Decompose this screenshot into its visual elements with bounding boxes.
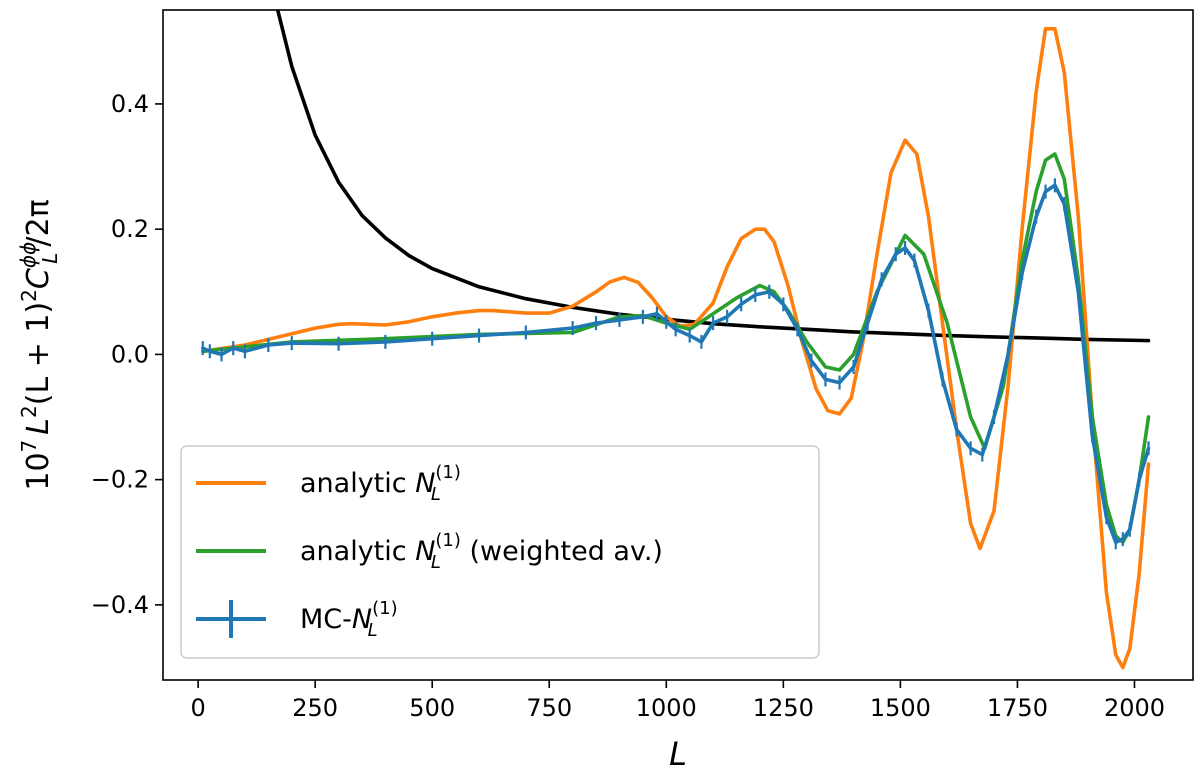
legend-prefix: analytic — [300, 536, 415, 567]
x-tick-label: 1000 — [636, 694, 697, 722]
x-tick-label: 0 — [190, 694, 205, 722]
y-label-sq-2: 2 — [17, 289, 41, 302]
y-tick-label: 0.2 — [111, 215, 149, 243]
y-tick-label: 0.0 — [111, 340, 149, 368]
y-label-L: L — [21, 418, 56, 435]
legend-box — [180, 445, 820, 659]
legend-suffix: (weighted av.) — [461, 536, 663, 567]
x-tick-label: 1250 — [753, 694, 814, 722]
x-tick-label: 2000 — [1104, 694, 1165, 722]
mc-errorbars — [201, 178, 1150, 550]
x-axis-label: L — [669, 735, 687, 772]
legend-sub: L — [431, 552, 441, 573]
legend-sup: (1) — [435, 530, 461, 551]
y-label-C-sup: ϕϕ — [16, 242, 40, 268]
legend-prefix: analytic — [300, 468, 415, 499]
legend-sub: L — [368, 620, 378, 641]
y-label-mid: (L + 1) — [21, 302, 56, 405]
y-label-tail: /2π — [21, 199, 56, 246]
legend-sub: L — [431, 484, 441, 505]
x-axis-ticks: 0 250 500 750 1000 1250 1500 1750 2000 — [190, 680, 1165, 722]
legend-N: N — [352, 604, 372, 635]
y-label-sq: 2 — [17, 405, 41, 418]
y-label-C-sub: L — [38, 253, 62, 264]
legend-label-mc: MC-N(1) L — [300, 598, 398, 641]
y-axis-label: 107L2(L + 1)2CϕϕL/2π — [16, 199, 62, 490]
legend-N: N — [415, 536, 435, 567]
legend-prefix: MC- — [300, 604, 352, 635]
series-line-analytic — [201, 27, 1151, 670]
legend: analytic N(1) L analytic N(1) L (weighted … — [180, 445, 820, 659]
legend-entry-mc: MC-N(1) L — [196, 598, 398, 641]
legend-entry-analytic: analytic N(1) L — [196, 462, 461, 505]
legend-label-analytic: analytic N(1) L — [300, 462, 461, 505]
legend-N: N — [415, 468, 435, 499]
y-axis-ticks: −0.4 −0.2 0.0 0.2 0.4 — [91, 90, 163, 619]
y-label-C: C — [21, 268, 56, 289]
x-tick-label: 1750 — [987, 694, 1048, 722]
y-label-exp: 7 — [17, 440, 41, 453]
y-tick-label: −0.4 — [91, 591, 149, 619]
x-tick-label: 500 — [409, 694, 455, 722]
x-tick-label: 1500 — [870, 694, 931, 722]
y-tick-label: 0.4 — [111, 90, 149, 118]
legend-label-weighted: analytic N(1) L (weighted av.) — [300, 530, 663, 573]
plot-frame — [162, 9, 1194, 681]
x-tick-label: 250 — [292, 694, 338, 722]
y-tick-label: −0.2 — [91, 466, 149, 494]
legend-sup: (1) — [372, 598, 398, 619]
legend-entry-weighted: analytic N(1) L (weighted av.) — [196, 530, 663, 573]
y-label-base: 10 — [21, 452, 56, 490]
legend-sup: (1) — [435, 462, 461, 483]
x-tick-label: 750 — [526, 694, 572, 722]
